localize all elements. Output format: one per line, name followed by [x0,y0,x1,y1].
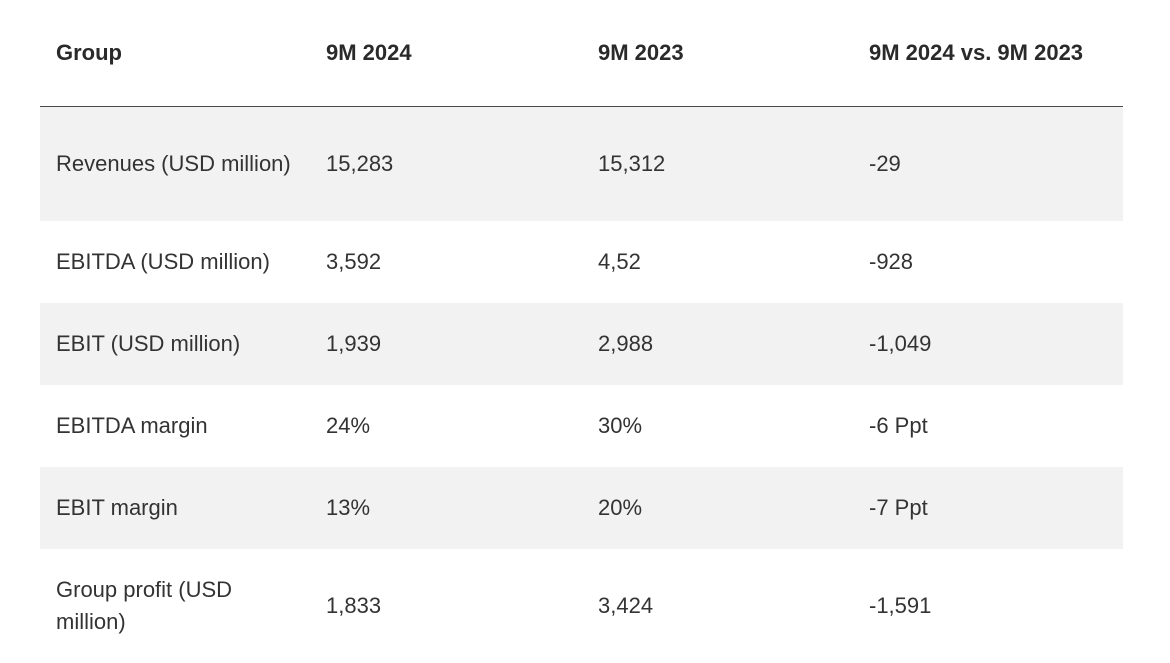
table-row-ebitda: EBITDA (USD million) 3,592 4,52 -928 [40,221,1123,303]
table-body: Revenues (USD million) 15,283 15,312 -29… [40,107,1123,663]
cell-9m-2023: 3,424 [582,549,853,663]
table-row-ebit: EBIT (USD million) 1,939 2,988 -1,049 [40,303,1123,385]
financial-results-table: Group 9M 2024 9M 2023 9M 2024 vs. 9M 202… [40,0,1123,663]
cell-9m-2023: 2,988 [582,303,853,385]
cell-9m-2024: 3,592 [310,221,582,303]
cell-label: EBITDA (USD million) [40,221,310,303]
cell-9m-2024: 13% [310,467,582,549]
table-row-revenues: Revenues (USD million) 15,283 15,312 -29 [40,107,1123,222]
cell-9m-2023: 4,52 [582,221,853,303]
cell-label: EBIT margin [40,467,310,549]
table-row-ebit-margin: EBIT margin 13% 20% -7 Ppt [40,467,1123,549]
header-row: Group 9M 2024 9M 2023 9M 2024 vs. 9M 202… [40,0,1123,107]
header-group: Group [40,0,310,107]
table-row-ebitda-margin: EBITDA margin 24% 30% -6 Ppt [40,385,1123,467]
header-change: 9M 2024 vs. 9M 2023 [853,0,1123,107]
header-9m-2024: 9M 2024 [310,0,582,107]
cell-change: -1,591 [853,549,1123,663]
cell-label: EBITDA margin [40,385,310,467]
cell-label: Revenues (USD million) [40,107,310,222]
cell-9m-2024: 1,939 [310,303,582,385]
cell-9m-2024: 15,283 [310,107,582,222]
cell-9m-2023: 15,312 [582,107,853,222]
cell-9m-2024: 24% [310,385,582,467]
table-header: Group 9M 2024 9M 2023 9M 2024 vs. 9M 202… [40,0,1123,107]
cell-change: -928 [853,221,1123,303]
cell-label: Group profit (USD million) [40,549,310,663]
cell-9m-2024: 1,833 [310,549,582,663]
cell-9m-2023: 30% [582,385,853,467]
table-row-group-profit: Group profit (USD million) 1,833 3,424 -… [40,549,1123,663]
cell-9m-2023: 20% [582,467,853,549]
header-9m-2023: 9M 2023 [582,0,853,107]
cell-change: -1,049 [853,303,1123,385]
cell-change: -7 Ppt [853,467,1123,549]
cell-change: -29 [853,107,1123,222]
financial-results-table-container: Group 9M 2024 9M 2023 9M 2024 vs. 9M 202… [40,0,1123,663]
cell-change: -6 Ppt [853,385,1123,467]
cell-label: EBIT (USD million) [40,303,310,385]
